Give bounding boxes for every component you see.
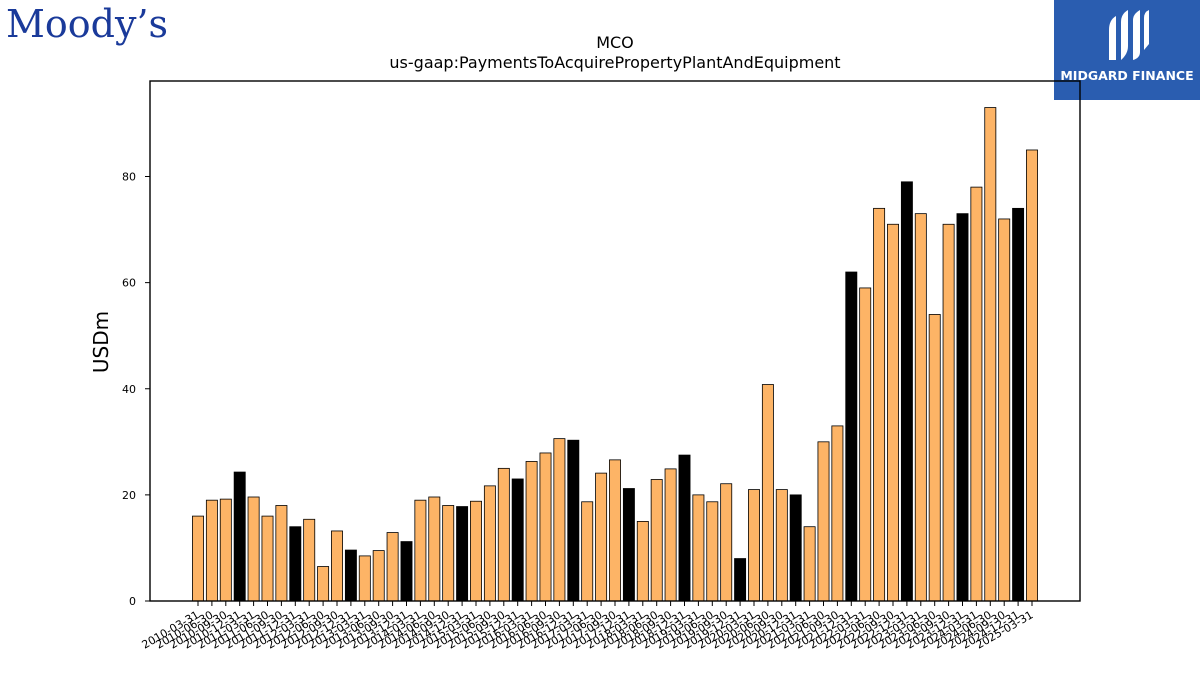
bar-2014-09-30 <box>442 505 455 602</box>
bar-2014-03-31 <box>414 499 427 602</box>
bar-2012-06-30 <box>317 566 330 602</box>
bar-2017-06-30 <box>595 472 608 602</box>
bar-2021-12-31 <box>845 271 858 602</box>
bar-2018-09-30 <box>664 468 677 602</box>
bar-2012-09-30 <box>331 530 343 602</box>
bar-2020-12-31 <box>789 494 802 602</box>
bar-2018-12-31 <box>678 454 691 602</box>
bar-2015-09-30 <box>497 467 510 602</box>
bar-2016-12-31 <box>567 439 580 602</box>
bar-2019-03-31 <box>692 494 705 602</box>
bar-2010-09-30 <box>219 498 232 602</box>
chart-title: MCO <box>596 33 634 52</box>
bar-2019-12-31 <box>734 558 747 602</box>
bar-2019-06-30 <box>706 501 719 602</box>
bar-2023-09-30 <box>942 223 955 602</box>
y-tick-label: 80 <box>122 171 136 184</box>
bar-2011-09-30 <box>275 505 288 602</box>
y-tick-label: 0 <box>129 595 136 608</box>
bar-2011-06-30 <box>261 515 274 602</box>
midgard-finance-logo: MIDGARD FINANCE <box>1054 0 1200 100</box>
bar-2013-12-31 <box>400 541 413 602</box>
bar-2016-09-30 <box>553 438 566 602</box>
bar-2024-03-31 <box>970 186 983 602</box>
bar-2014-06-30 <box>428 496 441 602</box>
bar-2023-06-30 <box>928 314 941 602</box>
bar-2015-06-30 <box>483 485 496 602</box>
bar-2019-09-30 <box>720 483 733 602</box>
plot-frame <box>149 80 1081 602</box>
bar-2024-12-31 <box>1012 207 1025 602</box>
bar-2021-06-30 <box>817 441 830 602</box>
bar-2025-03-31 <box>1026 149 1038 602</box>
bar-2018-06-30 <box>650 479 663 602</box>
bar-2016-03-31 <box>525 461 538 602</box>
bar-2013-03-31 <box>358 555 371 602</box>
bar-2017-09-30 <box>609 459 621 602</box>
bar-2013-09-30 <box>386 532 399 602</box>
bar-2020-09-30 <box>775 489 788 602</box>
bar-2021-09-30 <box>831 425 844 602</box>
bar-2013-06-30 <box>372 550 385 602</box>
bar-2020-03-31 <box>748 489 760 602</box>
bar-2018-03-31 <box>636 521 649 602</box>
y-tick-label: 40 <box>122 383 136 396</box>
bar-2022-06-30 <box>873 207 886 602</box>
bar-2023-03-31 <box>914 213 927 602</box>
midgard-emblem-icon <box>1109 10 1149 60</box>
bar-2022-09-30 <box>887 223 899 602</box>
y-tick-label: 60 <box>122 277 136 290</box>
y-tick-label: 20 <box>122 489 136 502</box>
y-axis-label: USDm <box>89 311 113 373</box>
bar-2014-12-31 <box>456 506 469 602</box>
bar-2015-03-31 <box>470 500 482 602</box>
moodys-logo: Moody’s <box>6 2 169 46</box>
bar-2017-12-31 <box>622 488 635 602</box>
bar-2020-06-30 <box>761 384 774 602</box>
bar-2015-12-31 <box>511 478 524 602</box>
bar-2012-03-31 <box>303 518 316 602</box>
bar-2011-12-31 <box>289 526 302 602</box>
bar-2010-12-31 <box>233 471 246 602</box>
bar-2016-06-30 <box>539 452 552 602</box>
chart-subtitle: us-gaap:PaymentsToAcquirePropertyPlantAn… <box>389 53 840 72</box>
bar-2024-09-30 <box>998 218 1011 602</box>
bar-2011-03-31 <box>247 496 260 602</box>
bar-2023-12-31 <box>956 213 969 602</box>
midgard-logo-text: MIDGARD FINANCE <box>1060 68 1194 83</box>
bar-2017-03-31 <box>581 501 594 602</box>
bar-2022-03-31 <box>859 287 872 602</box>
bar-2012-12-31 <box>344 549 357 602</box>
bar-2024-06-30 <box>984 107 997 602</box>
bar-2010-03-31 <box>192 515 204 602</box>
bar-2010-06-30 <box>205 499 218 602</box>
bar-2021-03-31 <box>803 526 816 602</box>
bar-2022-12-31 <box>900 181 913 602</box>
